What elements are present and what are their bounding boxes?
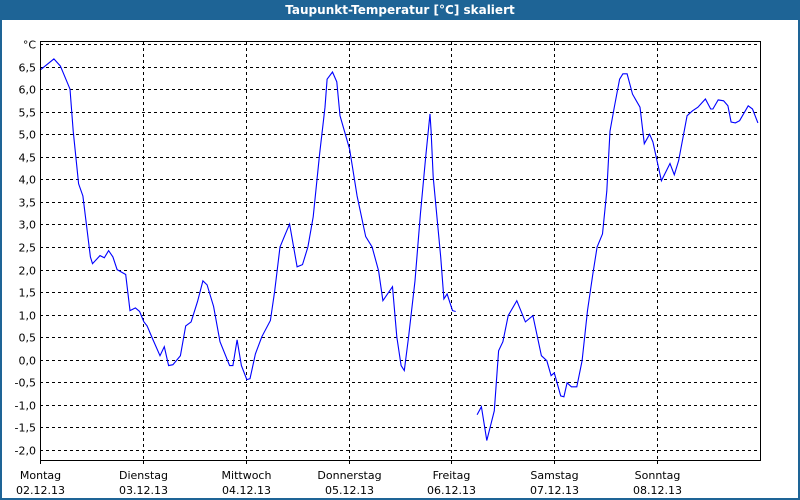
y-tick-label: 4,0 <box>19 174 37 187</box>
y-tick-label: 3,0 <box>19 219 37 232</box>
x-tick-day-label: Freitag <box>433 469 471 482</box>
x-tick-day-label: Mittwoch <box>222 469 272 482</box>
y-tick-label: 4,5 <box>19 152 37 165</box>
x-tick-day-label: Donnerstag <box>317 469 381 482</box>
x-tick-date-label: 02.12.13 <box>16 484 65 497</box>
y-tick-label: 3,5 <box>19 197 37 210</box>
x-tick-date-label: 06.12.13 <box>427 484 476 497</box>
y-tick-label: 5,0 <box>19 129 37 142</box>
window-title: Taupunkt-Temperatur [°C] skaliert <box>2 0 798 20</box>
y-tick-label: 1,5 <box>19 287 37 300</box>
y-tick-label: 0,5 <box>19 332 37 345</box>
x-tick-date-label: 05.12.13 <box>325 484 374 497</box>
y-tick-label: 2,5 <box>19 242 37 255</box>
y-tick-label: 6,5 <box>19 62 37 75</box>
y-tick-label: -1,5 <box>15 422 36 435</box>
x-tick-date-label: 03.12.13 <box>119 484 168 497</box>
x-tick-day-label: Montag <box>20 469 61 482</box>
y-tick-label: 6,0 <box>19 84 37 97</box>
y-tick-label: 5,5 <box>19 107 37 120</box>
y-axis: °C 6,5 6,0 5,5 5,0 4,5 4,0 3,5 3,0 2,5 2,0 1,5 1,0 0,… <box>15 39 37 458</box>
y-tick-label: -0,5 <box>15 377 36 390</box>
x-tick-day-label: Dienstag <box>119 469 168 482</box>
y-tick-label: 1,0 <box>19 310 37 323</box>
x-tick-day-label: Sonntag <box>635 469 681 482</box>
plot-frame <box>40 41 761 461</box>
y-tick-label: -1,0 <box>15 400 36 413</box>
x-tick-date-label: 08.12.13 <box>633 484 682 497</box>
y-tick-label: °C <box>23 39 37 52</box>
x-tick-date-label: 04.12.13 <box>222 484 271 497</box>
series-line <box>39 58 759 441</box>
x-tick-date-label: 07.12.13 <box>530 484 579 497</box>
y-tick-label: 2,0 <box>19 265 37 278</box>
y-tick-label: -2,0 <box>15 445 36 458</box>
x-tick-day-label: Samstag <box>530 469 578 482</box>
plot-series <box>39 58 759 441</box>
grid <box>40 42 760 460</box>
x-axis: Montag 02.12.13 Dienstag 03.12.13 Mittwoch 04… <box>16 460 682 497</box>
y-tick-label: 0,0 <box>19 355 37 368</box>
